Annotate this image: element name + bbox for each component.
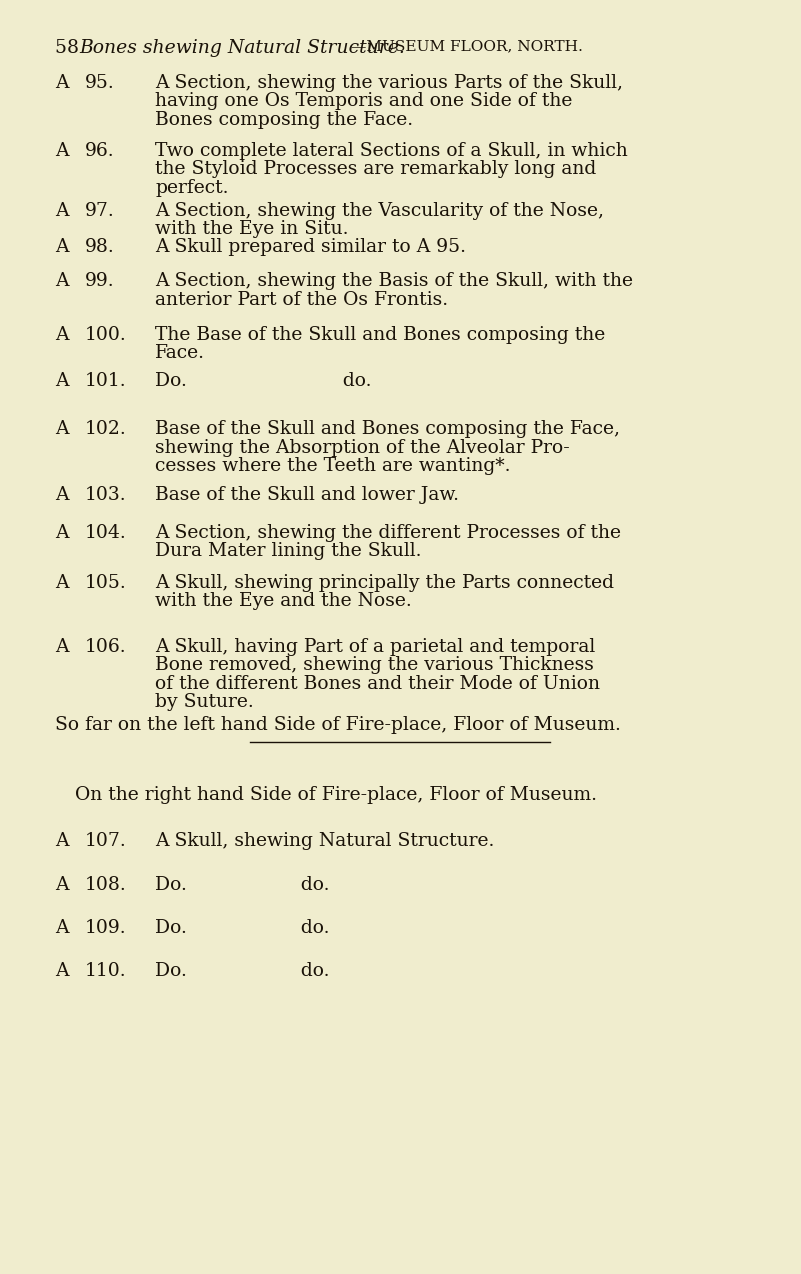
Text: 105.: 105. (85, 575, 127, 592)
Text: 110.: 110. (85, 962, 127, 980)
Text: of the different Bones and their Mode of Union: of the different Bones and their Mode of… (155, 675, 600, 693)
Text: shewing the Absorption of the Alveolar Pro-: shewing the Absorption of the Alveolar P… (155, 438, 570, 456)
Text: A: A (55, 485, 69, 505)
Text: A: A (55, 962, 69, 980)
Text: by Suture.: by Suture. (155, 693, 254, 711)
Text: A: A (55, 638, 69, 656)
Text: A: A (55, 877, 69, 894)
Text: A: A (55, 575, 69, 592)
Text: Bones composing the Face.: Bones composing the Face. (155, 111, 413, 129)
Text: 108.: 108. (85, 877, 127, 894)
Text: A Section, shewing the Vascularity of the Nose,: A Section, shewing the Vascularity of th… (155, 203, 604, 220)
Text: 107.: 107. (85, 832, 127, 850)
Text: 103.: 103. (85, 485, 127, 505)
Text: 101.: 101. (85, 372, 127, 390)
Text: Do.                   do.: Do. do. (155, 877, 329, 894)
Text: Dura Mater lining the Skull.: Dura Mater lining the Skull. (155, 543, 421, 561)
Text: the Styloid Processes are remarkably long and: the Styloid Processes are remarkably lon… (155, 161, 596, 178)
Text: Do.                   do.: Do. do. (155, 919, 329, 936)
Text: A: A (55, 420, 69, 438)
Text: A: A (55, 74, 69, 92)
Text: A: A (55, 832, 69, 850)
Text: anterior Part of the Os Frontis.: anterior Part of the Os Frontis. (155, 290, 448, 308)
Text: A: A (55, 238, 69, 256)
Text: A: A (55, 919, 69, 936)
Text: 98.: 98. (85, 238, 115, 256)
Text: A Section, shewing the various Parts of the Skull,: A Section, shewing the various Parts of … (155, 74, 623, 92)
Text: cesses where the Teeth are wanting*.: cesses where the Teeth are wanting*. (155, 457, 510, 475)
Text: A: A (55, 524, 69, 541)
Text: On the right hand Side of Fire-place, Floor of Museum.: On the right hand Side of Fire-place, Fl… (75, 786, 597, 804)
Text: 100.: 100. (85, 326, 127, 344)
Text: 102.: 102. (85, 420, 127, 438)
Text: Bones shewing Natural Structure.: Bones shewing Natural Structure. (79, 39, 405, 57)
Text: perfect.: perfect. (155, 180, 228, 197)
Text: 95.: 95. (85, 74, 115, 92)
Text: 99.: 99. (85, 273, 115, 290)
Text: 104.: 104. (85, 524, 127, 541)
Text: Face.: Face. (155, 344, 205, 363)
Text: 58: 58 (55, 39, 85, 57)
Text: A: A (55, 141, 69, 161)
Text: 96.: 96. (85, 141, 115, 161)
Text: Do.                   do.: Do. do. (155, 962, 329, 980)
Text: A: A (55, 326, 69, 344)
Text: Base of the Skull and Bones composing the Face,: Base of the Skull and Bones composing th… (155, 420, 620, 438)
Text: A Skull, having Part of a parietal and temporal: A Skull, having Part of a parietal and t… (155, 638, 595, 656)
Text: So far on the left hand Side of Fire-place, Floor of Museum.: So far on the left hand Side of Fire-pla… (55, 716, 621, 734)
Text: Bone removed, shewing the various Thickness: Bone removed, shewing the various Thickn… (155, 656, 594, 674)
Text: A Section, shewing the Basis of the Skull, with the: A Section, shewing the Basis of the Skul… (155, 273, 633, 290)
Text: —MUSEUM FLOOR, NORTH.: —MUSEUM FLOOR, NORTH. (351, 39, 583, 54)
Text: A Skull, shewing principally the Parts connected: A Skull, shewing principally the Parts c… (155, 575, 614, 592)
Text: 109.: 109. (85, 919, 127, 936)
Text: Base of the Skull and lower Jaw.: Base of the Skull and lower Jaw. (155, 485, 459, 505)
Text: Do.                          do.: Do. do. (155, 372, 372, 390)
Text: with the Eye in Situ.: with the Eye in Situ. (155, 220, 348, 238)
Text: A Section, shewing the different Processes of the: A Section, shewing the different Process… (155, 524, 621, 541)
Text: having one Os Temporis and one Side of the: having one Os Temporis and one Side of t… (155, 93, 573, 111)
Text: with the Eye and the Nose.: with the Eye and the Nose. (155, 592, 412, 610)
Text: A: A (55, 273, 69, 290)
Text: A: A (55, 372, 69, 390)
Text: A: A (55, 203, 69, 220)
Text: 97.: 97. (85, 203, 115, 220)
Text: A Skull, shewing Natural Structure.: A Skull, shewing Natural Structure. (155, 832, 494, 850)
Text: Two complete lateral Sections of a Skull, in which: Two complete lateral Sections of a Skull… (155, 141, 628, 161)
Text: The Base of the Skull and Bones composing the: The Base of the Skull and Bones composin… (155, 326, 606, 344)
Text: 106.: 106. (85, 638, 127, 656)
Text: A Skull prepared similar to A 95.: A Skull prepared similar to A 95. (155, 238, 466, 256)
